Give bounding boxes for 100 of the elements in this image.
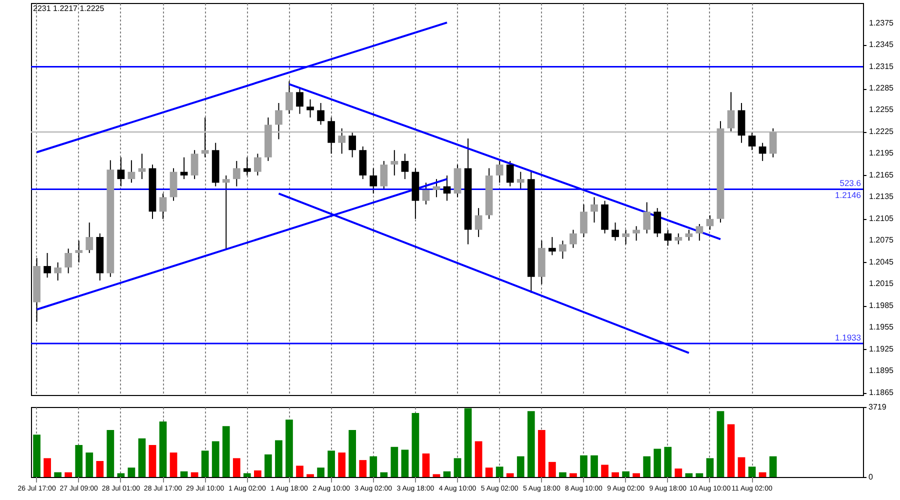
- candlestick: [632, 226, 640, 242]
- bar: [348, 430, 356, 477]
- bar: [601, 464, 608, 477]
- bar: [138, 438, 146, 477]
- annotation: 1.1933: [835, 332, 862, 343]
- candlestick: [654, 208, 662, 238]
- candlestick: [254, 153, 262, 176]
- candlestick: [44, 252, 51, 278]
- candlestick: [117, 156, 125, 187]
- candlestick: [54, 262, 62, 282]
- y-tick-label: 1.2195: [869, 148, 894, 158]
- candlestick: [128, 160, 136, 184]
- bar: [612, 472, 619, 477]
- candlestick: [748, 131, 756, 151]
- bar: [727, 424, 735, 477]
- bar: [664, 446, 672, 477]
- candlestick: [622, 229, 630, 245]
- bar: [570, 473, 577, 477]
- bar: [506, 473, 514, 477]
- candlestick: [685, 229, 693, 242]
- candlestick: [432, 178, 440, 198]
- candlestick: [422, 182, 430, 205]
- bar: [538, 430, 546, 477]
- candlestick: [338, 128, 346, 154]
- bar: [622, 471, 630, 477]
- bar: [716, 411, 724, 477]
- candlestick: [180, 156, 188, 180]
- y-tick-label: 1.2165: [869, 170, 894, 180]
- bar: [212, 441, 220, 477]
- bar: [527, 411, 535, 477]
- y-tick-label: 1.2315: [869, 62, 894, 71]
- bar: [54, 472, 62, 477]
- bar: [190, 472, 198, 477]
- candlestick: [769, 128, 777, 158]
- bar: [516, 456, 524, 477]
- candlestick: [706, 214, 714, 230]
- bar: [632, 473, 640, 477]
- candlestick: [401, 153, 409, 180]
- bar: [390, 446, 398, 477]
- bar: [75, 445, 83, 477]
- bar: [685, 473, 693, 477]
- bar: [201, 450, 209, 477]
- annotation: 1.2146: [835, 190, 862, 200]
- bar: [243, 473, 251, 477]
- candlestick: [232, 160, 240, 187]
- bar: [380, 472, 388, 477]
- candlestick: [559, 240, 566, 260]
- bar: [548, 462, 556, 477]
- bar: [454, 458, 462, 477]
- bar: [96, 461, 104, 477]
- bar: [422, 453, 430, 477]
- bar: [401, 450, 409, 477]
- bar: [159, 421, 167, 477]
- candlestick: [190, 150, 198, 180]
- bar: [338, 452, 346, 477]
- bar: [359, 460, 367, 477]
- candlestick: [696, 224, 704, 242]
- bar: [748, 466, 756, 477]
- bar: [33, 434, 40, 477]
- bar: [412, 413, 420, 477]
- candlestick: [580, 204, 588, 238]
- candlestick: [328, 116, 335, 154]
- candlestick: [296, 88, 304, 114]
- bar: [769, 456, 777, 477]
- bar: [286, 420, 293, 477]
- y-tick-label: 1.2375: [869, 18, 894, 28]
- candlestick: [612, 222, 619, 242]
- candlestick: [496, 160, 504, 184]
- y-tick-label: 1.1985: [869, 300, 894, 310]
- candlestick: [380, 160, 388, 190]
- bar: [328, 450, 335, 477]
- candlestick: [222, 174, 230, 250]
- bar: [496, 466, 504, 477]
- bar: [170, 452, 178, 477]
- bar: [758, 472, 766, 477]
- y-tick-label: 0: [868, 472, 874, 482]
- candlestick: [516, 171, 524, 190]
- candlestick: [86, 222, 94, 254]
- bar: [128, 468, 136, 477]
- y-tick-label: 1.2225: [869, 126, 894, 136]
- bar: [117, 473, 125, 477]
- candlestick: [306, 98, 314, 118]
- y-tick-label: 1.1895: [869, 366, 894, 376]
- annotation: 523.6: [840, 178, 862, 188]
- candlestick: [64, 248, 72, 274]
- bar: [590, 455, 598, 477]
- bar: [222, 426, 230, 477]
- candlestick: [243, 156, 251, 176]
- y-tick-label: 1.2255: [869, 105, 894, 114]
- bar: [580, 455, 588, 477]
- candlestick: [317, 102, 324, 126]
- candlestick: [727, 92, 735, 132]
- bar: [706, 458, 714, 477]
- y-tick-label: 1.1865: [869, 388, 894, 397]
- candlestick: [286, 80, 293, 114]
- annotation: 2231 1.2217 1.2225: [33, 4, 105, 13]
- bar: [264, 454, 272, 477]
- bar: [148, 445, 156, 477]
- bar: [86, 452, 94, 477]
- bar: [296, 466, 304, 477]
